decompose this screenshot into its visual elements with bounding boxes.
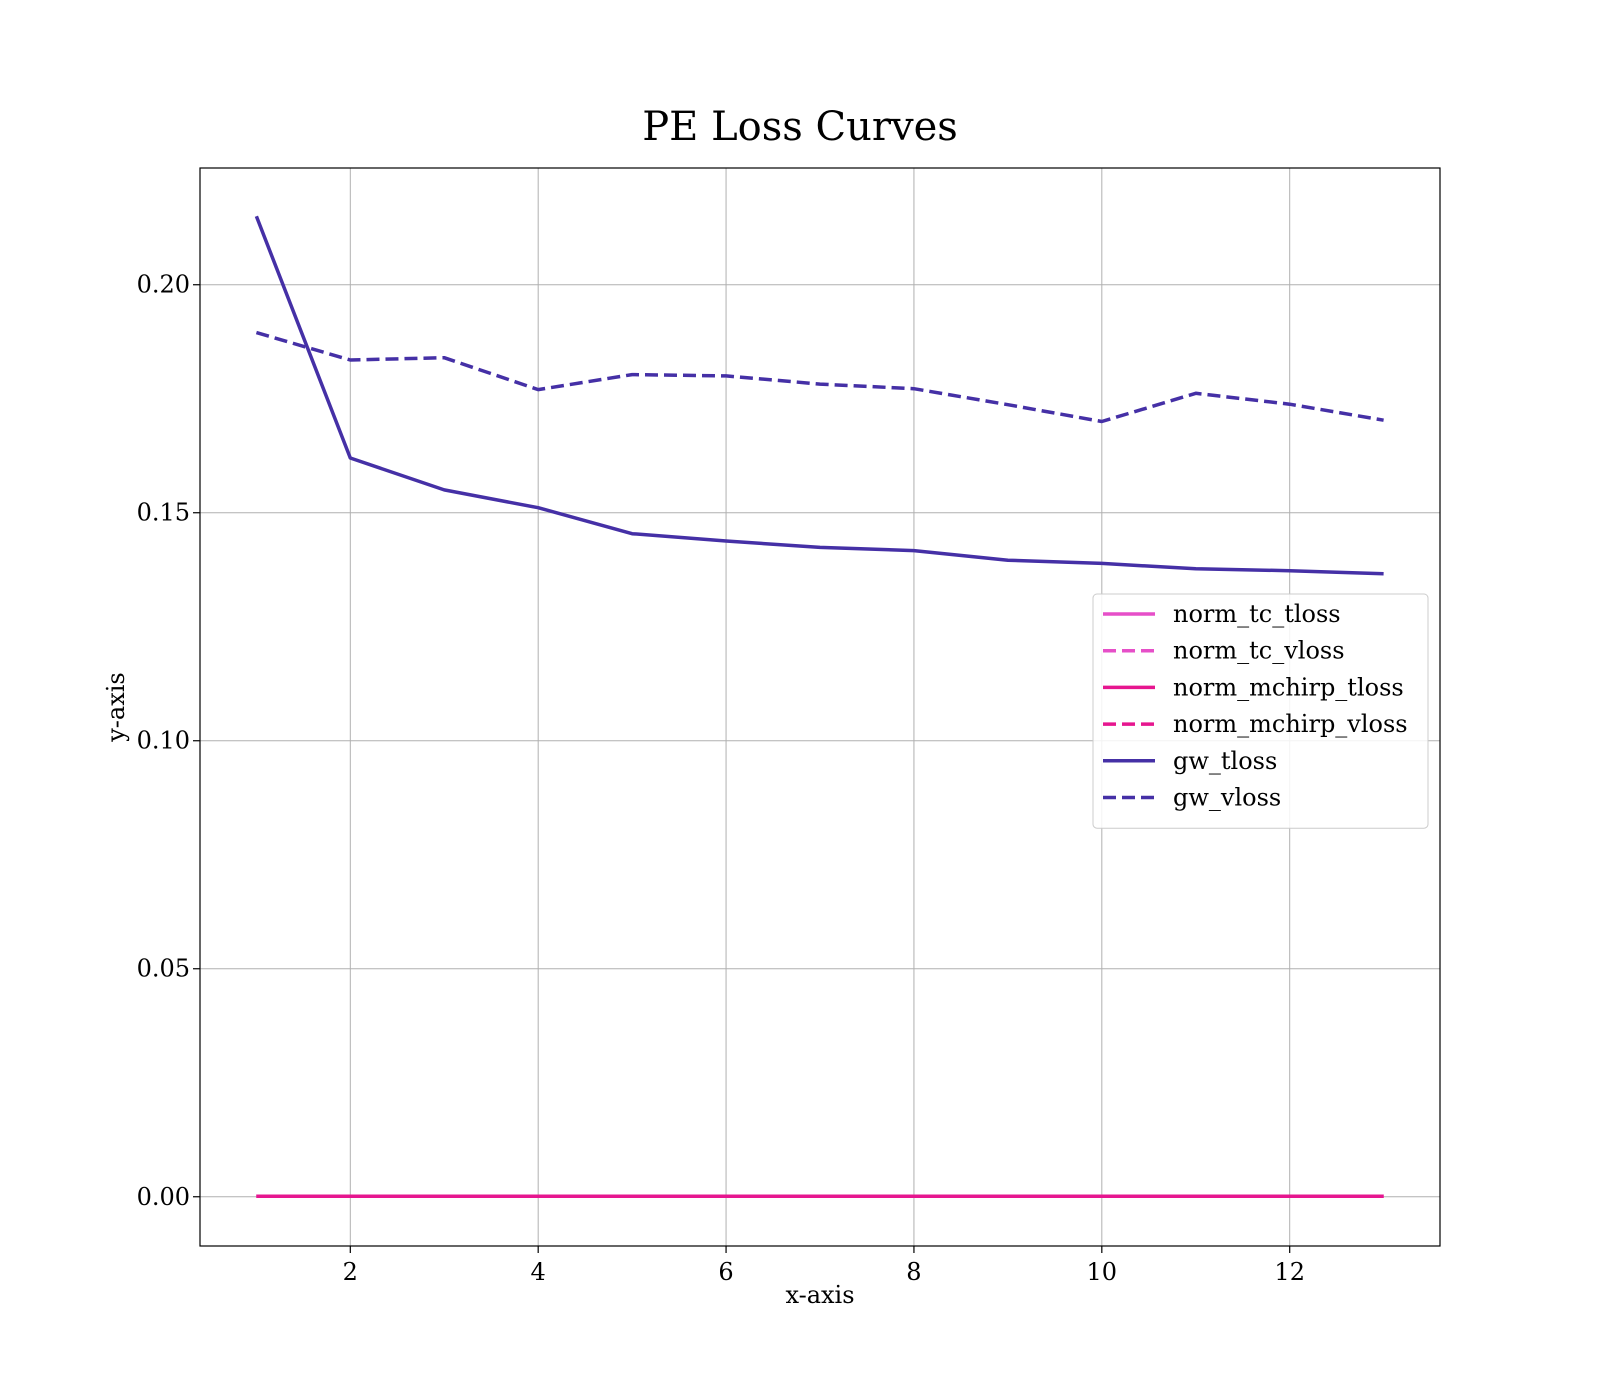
legend-label: norm_mchirp_tloss: [1173, 673, 1404, 701]
x-tick-label: 4: [531, 1258, 546, 1286]
series-line-gw-tloss: [254, 215, 1384, 576]
series-line-gw-vloss: [255, 330, 1384, 424]
legend-label: norm_mchirp_vloss: [1173, 710, 1408, 738]
legend: norm_tc_tloss norm_tc_vloss norm_mchirp_tl…: [1092, 593, 1429, 829]
grid: [200, 168, 1440, 1246]
legend-box: [1092, 593, 1429, 829]
x-tick-label: 10: [1087, 1258, 1118, 1286]
x-tick-label: 8: [906, 1258, 921, 1286]
legend-label: norm_tc_vloss: [1173, 637, 1345, 665]
x-tick-label: 6: [718, 1258, 733, 1286]
tick-group: 2 4 6 8 10 12 0.00 0.05 0.10 0.15 0.20: [137, 271, 1305, 1286]
y-tick-label: 0.05: [137, 955, 190, 983]
y-tick-label: 0.20: [137, 271, 190, 299]
legend-label: gw_tloss: [1173, 747, 1277, 775]
y-tick-label: 0.00: [137, 1183, 190, 1211]
y-tick-label: 0.10: [137, 727, 190, 755]
plot-frame: [199, 167, 1441, 1247]
legend-label: gw_vloss: [1173, 784, 1281, 812]
legend-label: norm_tc_tloss: [1173, 600, 1341, 628]
x-tick-label: 2: [343, 1258, 358, 1286]
x-tick-label: 12: [1274, 1258, 1305, 1286]
y-tick-label: 0.15: [137, 499, 190, 527]
series-group: [254, 215, 1384, 1199]
y-axis-label: y-axis: [102, 672, 130, 743]
x-axis-label: x-axis: [785, 1281, 854, 1309]
chart-title: PE Loss Curves: [642, 104, 958, 150]
